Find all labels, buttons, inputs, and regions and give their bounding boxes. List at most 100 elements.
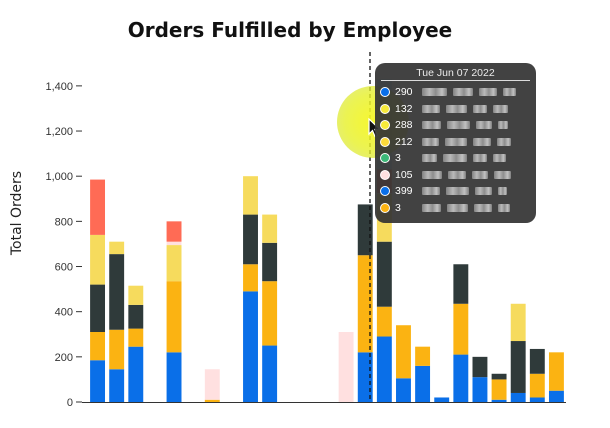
series-swatch-icon <box>380 153 390 163</box>
series-swatch-icon <box>380 136 390 147</box>
redacted-name <box>498 203 510 212</box>
bar-segment[interactable] <box>434 397 450 402</box>
bar-segment[interactable] <box>262 345 278 402</box>
bar-segment[interactable] <box>491 399 507 402</box>
chart-tooltip: Tue Jun 07 2022 290 132 288 212 3 105 399 3 <box>375 63 536 223</box>
bar-segment[interactable] <box>548 352 564 391</box>
bar-segment[interactable] <box>243 214 258 265</box>
redacted-name <box>498 187 507 195</box>
bar-segment[interactable] <box>510 303 526 342</box>
redacted-name <box>476 121 492 129</box>
redacted-name <box>473 137 491 146</box>
bar-segment[interactable] <box>491 379 507 400</box>
bar-segment[interactable] <box>128 328 144 347</box>
redacted-name <box>475 187 492 195</box>
redacted-name <box>453 88 473 96</box>
bar-segment[interactable] <box>90 234 106 285</box>
redacted-name <box>494 170 511 179</box>
redacted-name <box>479 88 497 96</box>
y-tick-label: 800 <box>55 216 73 228</box>
redacted-name <box>497 137 511 146</box>
bar-segment[interactable] <box>166 241 182 246</box>
tooltip-value: 3 <box>395 152 401 164</box>
bar-segment[interactable] <box>376 336 392 402</box>
bar-segment[interactable] <box>166 352 182 402</box>
bar-segment[interactable] <box>491 373 507 380</box>
bar-segment[interactable] <box>262 281 278 346</box>
y-tick-label: 600 <box>55 262 73 274</box>
series-swatch-icon <box>380 169 390 180</box>
redacted-name <box>493 104 508 113</box>
bar-segment[interactable] <box>109 369 125 402</box>
redacted-name <box>422 154 437 162</box>
bar-segment[interactable] <box>338 332 354 402</box>
bar-segment[interactable] <box>510 392 526 402</box>
redacted-name <box>474 203 492 212</box>
redacted-name <box>493 154 506 162</box>
bar-segment[interactable] <box>510 341 526 393</box>
bar-segment[interactable] <box>128 346 144 402</box>
y-tick-label: 400 <box>55 307 73 319</box>
bar-segment[interactable] <box>166 221 182 242</box>
bar-segment[interactable] <box>357 204 373 256</box>
bar-segment[interactable] <box>415 365 431 402</box>
redacted-name <box>473 154 487 162</box>
redacted-name <box>422 170 442 179</box>
bar-segment[interactable] <box>166 245 182 282</box>
bar-segment[interactable] <box>453 354 469 402</box>
y-tick-label: 1,200 <box>45 126 73 138</box>
series-swatch-icon <box>380 103 390 114</box>
redacted-name <box>472 170 488 179</box>
bar-segment[interactable] <box>472 356 488 378</box>
bar-segment[interactable] <box>262 242 278 282</box>
bar-segment[interactable] <box>243 291 258 402</box>
bar-segment[interactable] <box>357 352 373 402</box>
bar-segment[interactable] <box>90 284 106 332</box>
bar-segment[interactable] <box>109 329 125 370</box>
bar-segment[interactable] <box>453 264 469 304</box>
tooltip-date: Tue Jun 07 2022 <box>416 67 495 79</box>
bar-segment[interactable] <box>529 373 545 398</box>
bar-segment[interactable] <box>262 214 278 243</box>
bar-segment[interactable] <box>90 332 106 361</box>
bar-segment[interactable] <box>376 306 392 337</box>
bars-layer <box>90 79 564 402</box>
bar-segment[interactable] <box>396 325 411 379</box>
tooltip-divider <box>381 80 530 81</box>
tooltip-value: 399 <box>395 185 413 197</box>
bar-segment[interactable] <box>243 176 258 215</box>
series-swatch-icon <box>380 120 390 130</box>
bar-segment[interactable] <box>128 304 144 329</box>
redacted-name <box>447 121 470 129</box>
tooltip-value: 290 <box>395 86 413 98</box>
bar-segment[interactable] <box>128 285 144 305</box>
bar-segment[interactable] <box>529 397 545 402</box>
bar-segment[interactable] <box>109 254 125 330</box>
y-tick-label: 0 <box>67 397 73 409</box>
redacted-name <box>473 104 487 113</box>
tooltip-value: 212 <box>395 135 413 148</box>
redacted-name <box>447 203 468 212</box>
y-axis: 0 200 400 600 800 1,000 1,200 1,400 <box>45 81 566 409</box>
bar-segment[interactable] <box>166 281 182 353</box>
bar-segment[interactable] <box>396 378 411 402</box>
bar-segment[interactable] <box>415 346 431 366</box>
y-tick-label: 200 <box>55 352 73 364</box>
bar-segment[interactable] <box>109 241 125 255</box>
bar-segment[interactable] <box>376 241 392 307</box>
bar-segment[interactable] <box>204 399 220 402</box>
bar-segment[interactable] <box>548 390 564 402</box>
redacted-name <box>448 170 466 179</box>
bar-segment[interactable] <box>357 255 373 353</box>
bar-segment[interactable] <box>243 264 258 292</box>
bar-segment[interactable] <box>453 303 469 355</box>
bar-segment[interactable] <box>529 348 545 374</box>
redacted-name <box>503 88 516 96</box>
bar-segment[interactable] <box>472 377 488 402</box>
redacted-name <box>422 203 441 212</box>
bar-segment[interactable] <box>204 369 220 400</box>
bar-segment[interactable] <box>90 360 106 402</box>
tooltip-value: 105 <box>395 168 413 181</box>
redacted-name <box>445 137 467 146</box>
bar-segment[interactable] <box>90 179 106 235</box>
